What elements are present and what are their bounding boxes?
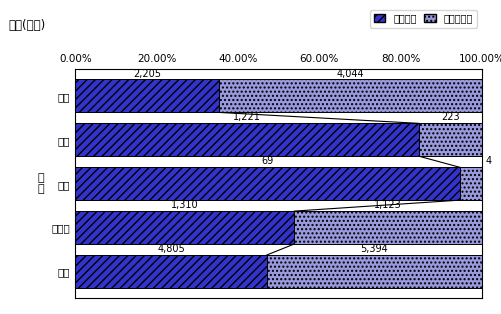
Text: 4,805: 4,805 (157, 244, 184, 254)
Bar (75, 255, 267, 288)
Text: 1,310: 1,310 (171, 200, 198, 210)
Bar (267, 255, 481, 288)
Bar (75, 211, 294, 244)
Text: 1,123: 1,123 (373, 200, 401, 210)
Text: 4: 4 (485, 156, 491, 166)
Legend: 加入者数, 非加入者数: 加入者数, 非加入者数 (369, 10, 476, 28)
Text: 4,044: 4,044 (336, 69, 363, 78)
Bar (75, 167, 459, 200)
Bar (459, 167, 481, 200)
Bar (75, 123, 418, 156)
Text: 5,394: 5,394 (360, 244, 387, 254)
Text: 1,221: 1,221 (233, 112, 261, 122)
Bar (294, 211, 481, 244)
Bar (218, 79, 481, 112)
Text: 223: 223 (440, 112, 459, 122)
Text: 2,205: 2,205 (133, 69, 161, 78)
Text: 人数(比率): 人数(比率) (8, 19, 46, 32)
Bar (418, 123, 481, 156)
Bar (75, 79, 218, 112)
Y-axis label: 区
分: 区 分 (37, 173, 44, 194)
Text: 69: 69 (261, 156, 273, 166)
